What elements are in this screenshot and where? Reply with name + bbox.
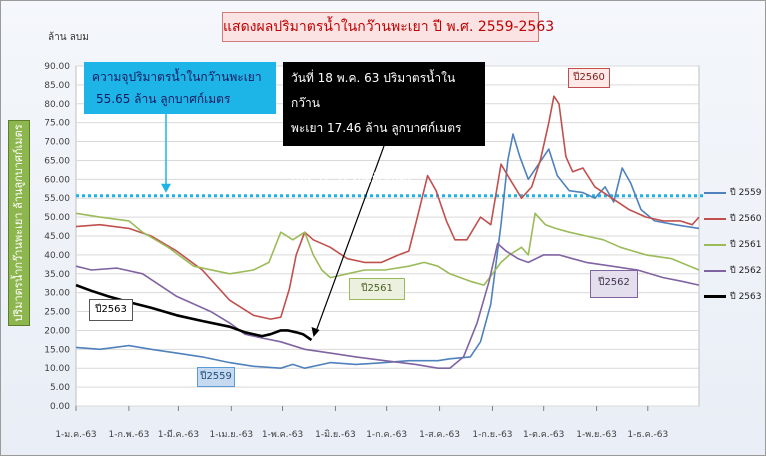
y-tick-label: 50.00 (44, 213, 70, 223)
series-line-2562 (75, 242, 700, 370)
legend-swatch (704, 217, 726, 220)
current-note-line1: วันที่ 18 พ.ค. 63 ปริมาตรน้ำในกว๊าน (291, 71, 456, 110)
y-tick-label: 15.00 (44, 345, 70, 355)
x-tick-label: 1-ก.พ.-63 (109, 430, 150, 440)
y-tick-label: 40.00 (44, 251, 70, 261)
y-tick-label: 5.00 (50, 383, 70, 393)
y-tick-label: 85.00 (44, 81, 70, 91)
y-tick-label: 90.00 (44, 62, 70, 72)
x-tick-label: 1-ม.ค.-63 (55, 430, 96, 440)
x-tick-label: 1-มี.ค.-63 (158, 429, 199, 440)
x-tick-label: 1-ส.ค.-63 (419, 430, 460, 440)
series-tag-2559: ปี2559 (197, 367, 235, 387)
current-arrow-head (311, 327, 320, 338)
x-tick-label: 1-พ.ค.-63 (262, 430, 303, 440)
y-tick-label: 0.00 (50, 402, 70, 412)
legend-item-2559: ปี 2559 (704, 186, 761, 200)
y-tick-label: 60.00 (44, 175, 70, 185)
legend-label: ปี 2561 (730, 240, 762, 250)
capacity-note-line1: ความจุปริมาตรน้ำในกว๊านพะเยา (92, 70, 262, 84)
capacity-arrow-head (161, 183, 171, 193)
series-tag-2561: ปี2561 (349, 278, 405, 300)
y-tick-label: 25.00 (44, 308, 70, 318)
legend-swatch (704, 269, 726, 272)
legend-swatch (704, 243, 726, 246)
capacity-note: ความจุปริมาตรน้ำในกว๊านพะเยา 55.65 ล้าน … (84, 62, 276, 114)
current-note-line3: เป็น 31.37 เปอร์เซ็นต์) (291, 171, 412, 185)
legend-item-2560: ปี 2560 (704, 212, 761, 226)
legend-swatch (704, 191, 726, 194)
x-tick-label: 1-ก.ค.-63 (366, 430, 407, 440)
legend-item-2562: ปี 2562 (704, 264, 761, 278)
y-tick-label: 20.00 (44, 326, 70, 336)
series-line-2560 (75, 95, 700, 320)
y-tick-label: 45.00 (44, 232, 70, 242)
x-tick-label: 1-ก.ย.-63 (472, 430, 512, 440)
x-tick-label: 1-พ.ย.-63 (576, 430, 617, 440)
capacity-note-line2: 55.65 ล้าน ลูกบาศก์เมตร (96, 92, 231, 106)
y-tick-label: 55.00 (44, 194, 70, 204)
y-tick-label: 65.00 (44, 156, 70, 166)
y-tick-label: 70.00 (44, 138, 70, 148)
chart-title: แสดงผลปริมาตรน้ำในกว๊านพะเยา ปี พ.ศ. 255… (222, 12, 554, 42)
x-tick-label: 1-ธ.ค.-63 (627, 430, 668, 440)
unit-label: ล้าน ลบม (48, 32, 89, 43)
y-tick-label: 35.00 (44, 270, 70, 280)
x-tick-label: 1-เม.ย.-63 (209, 430, 253, 440)
series-tag-2562: ปี2562 (590, 270, 638, 298)
y-tick-label: 30.00 (44, 289, 70, 299)
y-axis-label: ปริมาตรน้ำกว๊านพะเยา ล้านลูกบาศก์เมตร (12, 124, 25, 322)
legend-label: ปี 2560 (730, 214, 762, 224)
series-line-2561 (75, 212, 700, 286)
x-tick-label: 1-มิ.ย.-63 (315, 429, 356, 440)
y-tick-label: 80.00 (44, 100, 70, 110)
y-tick-label: 10.00 (44, 364, 70, 374)
x-tick-label: 1-ต.ค.-63 (523, 430, 564, 440)
current-note-line2: พะเยา 17.46 ล้าน ลูกบาศก์เมตร (คิด (291, 121, 462, 160)
series-tag-2563: ปี2563 (89, 299, 133, 321)
legend-label: ปี 2562 (730, 266, 762, 276)
current-level-note: วันที่ 18 พ.ค. 63 ปริมาตรน้ำในกว๊าน พะเย… (283, 62, 485, 185)
legend-label: ปี 2563 (730, 292, 762, 302)
current-arrow-shaft (315, 145, 385, 331)
y-axis-label-box: ปริมาตรน้ำกว๊านพะเยา ล้านลูกบาศก์เมตร (8, 120, 30, 326)
y-tick-label: 75.00 (44, 119, 70, 129)
legend-item-2563: ปี 2563 (704, 290, 761, 304)
legend-swatch (704, 295, 726, 298)
series-tag-2560: ปี2560 (568, 68, 610, 88)
legend-label: ปี 2559 (730, 188, 762, 198)
legend-item-2561: ปี 2561 (704, 238, 761, 252)
